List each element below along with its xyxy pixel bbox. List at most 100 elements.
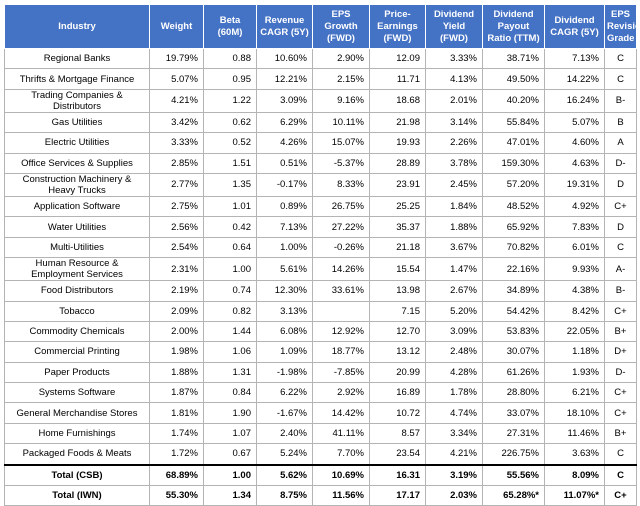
cell-pe: 11.71 xyxy=(369,68,426,90)
cell-weight: 1.88% xyxy=(149,361,204,384)
cell-payout-ratio: 49.50% xyxy=(482,68,545,90)
cell-eps-growth: 2.92% xyxy=(312,382,370,404)
cell-dividend-cagr: 3.63% xyxy=(544,443,605,466)
cell-industry: Regional Banks xyxy=(4,47,150,70)
cell-eps-revisions-grade: D xyxy=(604,172,637,197)
table-row: Trading Companies & Distributors 4.21% 1.2… xyxy=(4,88,637,113)
cell-payout-ratio: 48.52% xyxy=(482,195,545,218)
cell-revenue-cagr: 1.00% xyxy=(256,236,313,259)
cell-dividend-cagr: 16.24% xyxy=(544,88,605,113)
cell-weight: 68.89% xyxy=(149,463,204,487)
cell-revenue-cagr: 6.22% xyxy=(256,382,313,404)
cell-weight: 2.19% xyxy=(149,280,204,302)
cell-industry: Application Software xyxy=(4,195,150,218)
cell-dividend-cagr: 11.07%* xyxy=(544,485,605,506)
header-beta: Beta (60M) xyxy=(203,4,257,49)
cell-payout-ratio: 159.30% xyxy=(482,152,545,174)
cell-dividend-cagr: 4.92% xyxy=(544,195,605,218)
table-row: Multi-Utilities 2.54% 0.64 1.00% -0.26% 21.18… xyxy=(4,236,637,259)
cell-payout-ratio: 38.71% xyxy=(482,47,545,70)
cell-weight: 2.75% xyxy=(149,195,204,218)
header-eps-revisions: EPS Revisions Grade xyxy=(604,4,640,49)
cell-industry: Food Distributors xyxy=(4,280,150,302)
cell-beta: 0.95 xyxy=(203,68,257,90)
cell-revenue-cagr: 3.13% xyxy=(256,300,313,322)
cell-pe: 12.09 xyxy=(369,47,426,70)
cell-pe: 28.89 xyxy=(369,152,426,174)
cell-pe: 16.31 xyxy=(369,463,426,487)
cell-pe: 13.12 xyxy=(369,341,426,363)
cell-dividend-cagr: 14.22% xyxy=(544,68,605,90)
cell-eps-growth: 2.15% xyxy=(312,68,370,90)
cell-beta: 0.64 xyxy=(203,236,257,259)
cell-revenue-cagr: 6.29% xyxy=(256,111,313,134)
cell-eps-revisions-grade: B+ xyxy=(604,422,637,445)
cell-revenue-cagr: -1.98% xyxy=(256,361,313,384)
cell-industry: Home Furnishings xyxy=(4,422,150,445)
cell-industry: Total (IWN) xyxy=(4,485,150,506)
table-row: General Merchandise Stores 1.81% 1.90 -1.67… xyxy=(4,402,637,424)
cell-payout-ratio: 30.07% xyxy=(482,341,545,363)
cell-pe: 23.54 xyxy=(369,443,426,466)
cell-beta: 0.84 xyxy=(203,382,257,404)
cell-eps-growth: -7.85% xyxy=(312,361,370,384)
cell-dividend-cagr: 1.93% xyxy=(544,361,605,384)
cell-industry: Packaged Foods & Meats xyxy=(4,443,150,466)
cell-industry: Construction Machinery & Heavy Trucks xyxy=(4,172,150,197)
cell-revenue-cagr: 5.62% xyxy=(256,463,313,487)
cell-beta: 0.74 xyxy=(203,280,257,302)
cell-payout-ratio: 226.75% xyxy=(482,443,545,466)
cell-dividend-cagr: 4.60% xyxy=(544,132,605,154)
header-revenue-cagr: Revenue CAGR (5Y) xyxy=(256,4,313,49)
cell-beta: 1.07 xyxy=(203,422,257,445)
cell-payout-ratio: 61.26% xyxy=(482,361,545,384)
cell-revenue-cagr: 12.30% xyxy=(256,280,313,302)
cell-revenue-cagr: 5.61% xyxy=(256,257,313,282)
cell-revenue-cagr: 7.13% xyxy=(256,216,313,238)
cell-eps-revisions-grade: D xyxy=(604,216,637,238)
cell-eps-revisions-grade: D+ xyxy=(604,341,637,363)
cell-weight: 2.09% xyxy=(149,300,204,322)
cell-beta: 1.00 xyxy=(203,257,257,282)
cell-weight: 2.77% xyxy=(149,172,204,197)
table-row: Systems Software 1.87% 0.84 6.22% 2.92% 16.89… xyxy=(4,382,637,404)
cell-dividend-yield: 3.34% xyxy=(425,422,483,445)
cell-industry: Total (CSB) xyxy=(4,463,150,487)
cell-beta: 1.22 xyxy=(203,88,257,113)
cell-dividend-yield: 2.45% xyxy=(425,172,483,197)
cell-weight: 1.81% xyxy=(149,402,204,424)
industry-table: Industry Weight Beta (60M) Revenue CAGR … xyxy=(4,4,640,506)
table-row: Construction Machinery & Heavy Trucks 2.7… xyxy=(4,172,637,197)
cell-weight: 5.07% xyxy=(149,68,204,90)
cell-revenue-cagr: 2.40% xyxy=(256,422,313,445)
cell-eps-growth: 11.56% xyxy=(312,485,370,506)
cell-revenue-cagr: 12.21% xyxy=(256,68,313,90)
cell-pe: 25.25 xyxy=(369,195,426,218)
cell-beta: 0.42 xyxy=(203,216,257,238)
cell-eps-growth: 27.22% xyxy=(312,216,370,238)
total-row: Total (IWN) 55.30% 1.34 8.75% 11.56% 17.17 2.0… xyxy=(4,485,637,506)
cell-beta: 1.44 xyxy=(203,320,257,343)
cell-weight: 55.30% xyxy=(149,485,204,506)
cell-payout-ratio: 33.07% xyxy=(482,402,545,424)
table-row: Regional Banks 19.79% 0.88 10.60% 2.90% 12.09… xyxy=(4,47,637,70)
cell-revenue-cagr: 1.09% xyxy=(256,341,313,363)
cell-eps-growth: 12.92% xyxy=(312,320,370,343)
cell-revenue-cagr: 0.89% xyxy=(256,195,313,218)
cell-beta: 0.67 xyxy=(203,443,257,466)
cell-weight: 3.33% xyxy=(149,132,204,154)
cell-dividend-cagr: 7.83% xyxy=(544,216,605,238)
table-row: Commodity Chemicals 2.00% 1.44 6.08% 12.92% 1… xyxy=(4,320,637,343)
table-row: Commercial Printing 1.98% 1.06 1.09% 18.77% 1… xyxy=(4,341,637,363)
cell-weight: 3.42% xyxy=(149,111,204,134)
cell-eps-growth: -5.37% xyxy=(312,152,370,174)
cell-weight: 2.56% xyxy=(149,216,204,238)
table-row: Food Distributors 2.19% 0.74 12.30% 33.61% 13… xyxy=(4,280,637,302)
cell-eps-growth: 9.16% xyxy=(312,88,370,113)
cell-weight: 2.54% xyxy=(149,236,204,259)
cell-weight: 1.72% xyxy=(149,443,204,466)
cell-dividend-yield: 1.47% xyxy=(425,257,483,282)
cell-dividend-yield: 4.28% xyxy=(425,361,483,384)
cell-eps-growth: 18.77% xyxy=(312,341,370,363)
cell-dividend-yield: 4.13% xyxy=(425,68,483,90)
